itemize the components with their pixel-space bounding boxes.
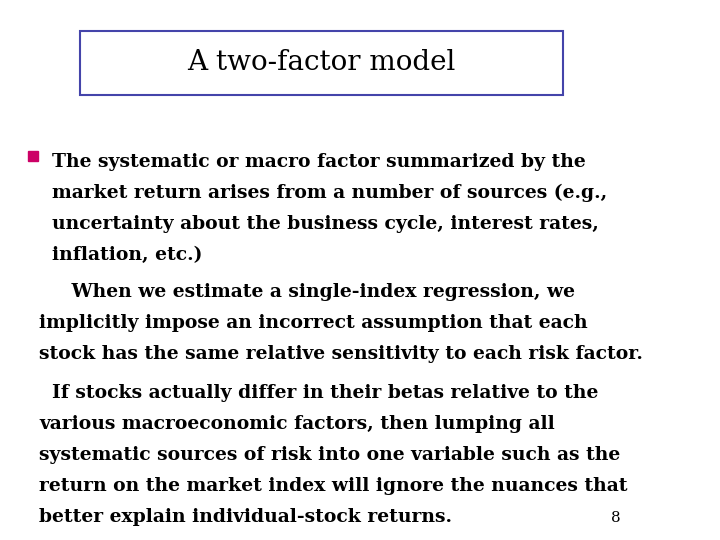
Text: uncertainty about the business cycle, interest rates,: uncertainty about the business cycle, in…: [52, 215, 598, 233]
Text: systematic sources of risk into one variable such as the: systematic sources of risk into one vari…: [39, 446, 621, 464]
Text: market return arises from a number of sources (e.g.,: market return arises from a number of so…: [52, 184, 607, 202]
Text: implicitly impose an incorrect assumption that each: implicitly impose an incorrect assumptio…: [39, 314, 588, 332]
Text: 8: 8: [611, 511, 620, 525]
Text: inflation, etc.): inflation, etc.): [52, 246, 202, 264]
Text: better explain individual-stock returns.: better explain individual-stock returns.: [39, 508, 452, 525]
Text: The systematic or macro factor summarized by the: The systematic or macro factor summarize…: [52, 153, 585, 171]
Text: If stocks actually differ in their betas relative to the: If stocks actually differ in their betas…: [39, 384, 598, 402]
Text: When we estimate a single-index regression, we: When we estimate a single-index regressi…: [39, 284, 575, 301]
Text: stock has the same relative sensitivity to each risk factor.: stock has the same relative sensitivity …: [39, 345, 643, 363]
FancyBboxPatch shape: [81, 31, 563, 94]
Text: various macroeconomic factors, then lumping all: various macroeconomic factors, then lump…: [39, 415, 555, 433]
Text: return on the market index will ignore the nuances that: return on the market index will ignore t…: [39, 477, 628, 495]
Text: A two-factor model: A two-factor model: [187, 49, 456, 76]
